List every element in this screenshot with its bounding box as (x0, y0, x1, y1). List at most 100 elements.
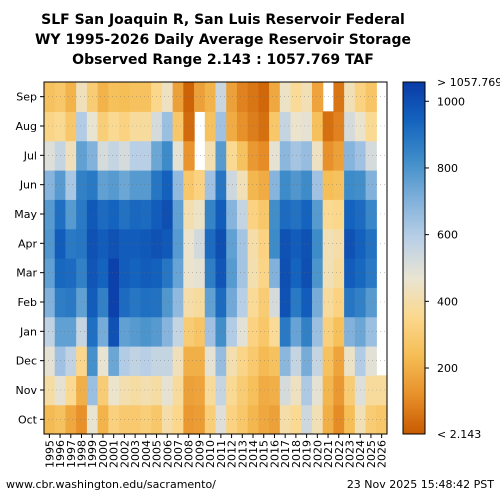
heatmap-cell (215, 140, 227, 171)
heatmap-cell (172, 316, 184, 347)
heatmap-cell (86, 140, 99, 171)
heatmap-cell (365, 111, 377, 142)
colorbar-tick-label: 1000 (437, 95, 465, 108)
x-tick-label: 2008 (183, 440, 196, 468)
heatmap-cell (172, 111, 184, 142)
heatmap-cell (172, 228, 184, 259)
heatmap-cell (54, 316, 67, 347)
heatmap-cell (65, 199, 77, 230)
heatmap-cell (151, 316, 163, 347)
heatmap-cell (365, 316, 377, 347)
heatmap-cell (204, 258, 217, 288)
heatmap-cell (172, 258, 184, 288)
heatmap-cell (204, 404, 217, 435)
heatmap-cell (108, 316, 120, 347)
heatmap-cell (215, 375, 227, 406)
y-tick-label: Nov (16, 384, 38, 397)
x-tick-label: 2010 (204, 440, 217, 468)
heatmap-cell (97, 199, 109, 230)
heatmap-cell (226, 375, 238, 406)
heatmap-cell (279, 404, 292, 435)
heatmap-cell (236, 258, 249, 288)
heatmap-cell (97, 140, 109, 171)
heatmap-cell (215, 111, 227, 142)
y-tick-label: Apr (18, 237, 38, 250)
heatmap-cell (194, 82, 206, 112)
heatmap-cell (236, 170, 249, 200)
heatmap-cell (129, 228, 142, 259)
heatmap-cell (140, 375, 152, 406)
x-tick-label: 2016 (268, 440, 281, 468)
heatmap-cell (365, 375, 377, 406)
heatmap-cell (365, 199, 377, 230)
heatmap-cell (204, 199, 217, 230)
heatmap-cell (204, 316, 217, 347)
title-line-1: SLF San Joaquin R, San Luis Reservoir Fe… (41, 12, 405, 28)
heatmap-cell (76, 199, 88, 230)
x-tick-label: 2005 (151, 440, 164, 468)
heatmap-cell (97, 228, 109, 259)
heatmap-cell (151, 404, 163, 435)
heatmap-cell (129, 140, 142, 171)
heatmap-cell (258, 404, 270, 435)
heatmap-cell (97, 316, 109, 347)
heatmap-cell (333, 287, 345, 318)
heatmap-cell (365, 346, 377, 376)
heatmap-cell (247, 82, 259, 112)
heatmap-cell (215, 258, 227, 288)
x-tick-label: 2023 (343, 440, 356, 468)
heatmap-cell (236, 228, 249, 259)
heatmap-cell (161, 258, 174, 288)
heatmap-cell (344, 346, 356, 376)
x-tick-label: 2009 (193, 440, 206, 468)
heatmap-cell (333, 170, 345, 200)
heatmap-cell (97, 346, 109, 376)
heatmap-cell (344, 316, 356, 347)
heatmap-cell (97, 404, 109, 435)
heatmap-cell (183, 140, 195, 171)
x-tick-label: 2020 (311, 440, 324, 468)
heatmap-cell (365, 404, 377, 435)
heatmap-cell (279, 228, 292, 259)
heatmap-cell (54, 140, 67, 171)
heatmap-cell (247, 258, 259, 288)
heatmap-cell (354, 316, 367, 347)
heatmap-cell (333, 346, 345, 376)
heatmap-cell (333, 199, 345, 230)
heatmap-cell (161, 287, 174, 318)
heatmap-cell (226, 228, 238, 259)
heatmap-cell (76, 404, 88, 435)
x-tick-label: 2000 (97, 440, 110, 468)
heatmap-cell (65, 258, 77, 288)
heatmap-cell (161, 140, 174, 171)
x-tick-label: 2017 (279, 440, 292, 468)
heatmap-cell (365, 82, 377, 112)
heatmap-cell (344, 287, 356, 318)
heatmap-cell (129, 82, 142, 112)
heatmap-cell (44, 375, 56, 406)
heatmap-cell (247, 170, 259, 200)
heatmap-cell (108, 140, 120, 171)
heatmap-cell (194, 199, 206, 230)
heatmap-cell (204, 228, 217, 259)
heatmap-cell (97, 258, 109, 288)
heatmap-cell (311, 170, 324, 200)
heatmap-cell (76, 287, 88, 318)
heatmap-cell (290, 404, 302, 435)
footer-url[interactable]: www.cbr.washington.edu/sacramento/ (6, 478, 216, 491)
heatmap-cell (215, 404, 227, 435)
y-tick-label: Aug (16, 120, 37, 133)
heatmap-cell (129, 170, 142, 200)
heatmap-cell (65, 170, 77, 200)
heatmap-cell (161, 375, 174, 406)
heatmap-cell (290, 140, 302, 171)
heatmap-cell (269, 140, 281, 171)
heatmap-cell (44, 111, 56, 142)
heatmap-cell (344, 111, 356, 142)
heatmap-cell (119, 404, 131, 435)
heatmap-cell (76, 111, 88, 142)
heatmap-cell (269, 287, 281, 318)
y-tick-label: Jan (19, 325, 37, 338)
heatmap-cell (311, 228, 324, 259)
